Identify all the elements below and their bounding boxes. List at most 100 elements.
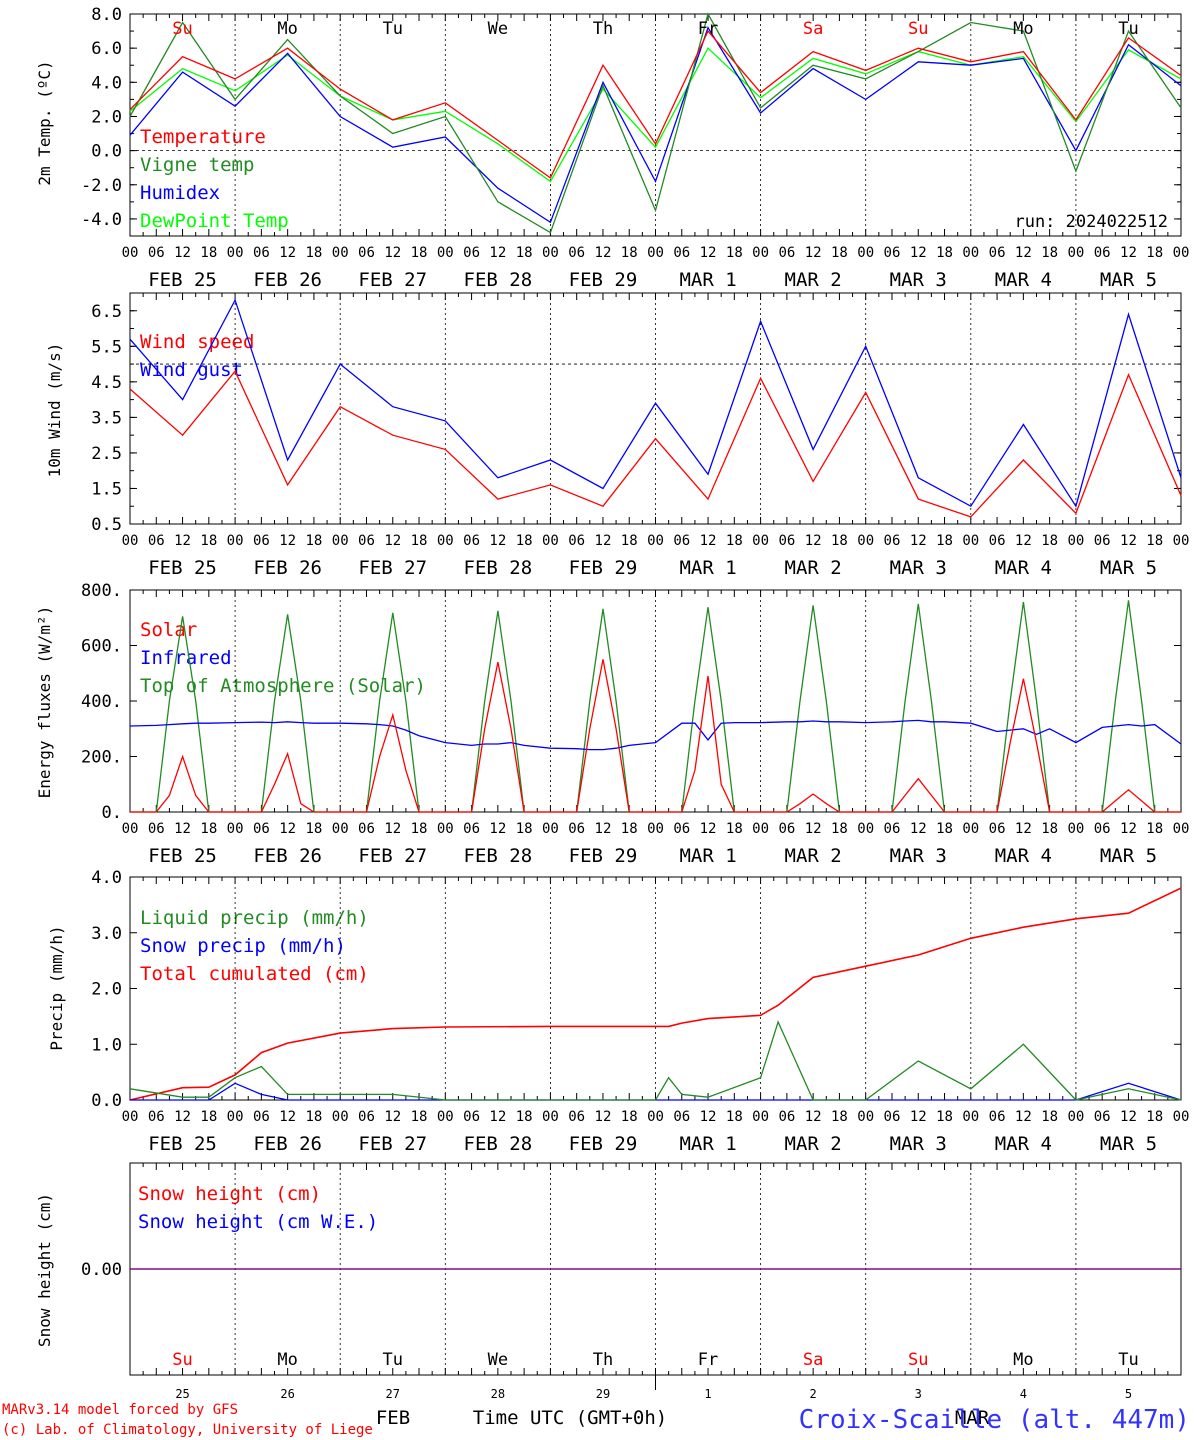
legend-toa-solar: Top of Atmosphere (Solar)	[140, 675, 426, 697]
legend-vigne-temp: Vigne temp	[140, 154, 254, 176]
weekday-label-top: Su	[908, 19, 928, 39]
series-line-dewpoint-temp	[129, 47, 1182, 183]
hour-label: 00	[542, 245, 559, 261]
model-credit: MARv3.14 model forced by GFS	[2, 1402, 238, 1418]
hour-label: 06	[253, 245, 270, 261]
hour-label: 00	[752, 821, 769, 837]
hour-label: 18	[305, 821, 322, 837]
legend-temperature: Temperature	[140, 126, 266, 148]
date-label: FEB 25	[148, 1133, 217, 1155]
series-line-temperature	[129, 29, 1182, 179]
weekday-label-top: Tu	[1118, 19, 1138, 39]
hour-label: 18	[831, 1109, 848, 1125]
hour-label: 12	[279, 245, 296, 261]
hour-label: 18	[936, 821, 953, 837]
hour-label: 06	[673, 533, 690, 549]
hour-label: 06	[148, 1109, 165, 1125]
hour-label: 00	[332, 245, 349, 261]
hour-label: 18	[831, 533, 848, 549]
date-label: MAR 5	[1100, 557, 1157, 579]
hour-label: 12	[595, 1109, 612, 1125]
hour-label: 00	[1067, 245, 1084, 261]
hour-label: 18	[1146, 245, 1163, 261]
hour-label: 18	[1146, 533, 1163, 549]
hour-label: 00	[437, 533, 454, 549]
hour-label: 00	[962, 821, 979, 837]
date-label: MAR 4	[995, 1133, 1052, 1155]
hour-label: 00	[122, 245, 139, 261]
hour-label: 18	[516, 533, 533, 549]
hour-label: 06	[253, 533, 270, 549]
hour-label: 06	[1094, 533, 1111, 549]
hour-label: 18	[1041, 245, 1058, 261]
hour-label: 18	[1041, 1109, 1058, 1125]
date-label: FEB 25	[148, 845, 217, 867]
hour-label: 06	[778, 245, 795, 261]
hour-label: 06	[148, 533, 165, 549]
hour-label: 12	[384, 533, 401, 549]
series-line-liquid-precip-mm-h	[129, 1020, 1182, 1101]
date-label: MAR 3	[890, 269, 947, 291]
y-tick-label: 2.0	[91, 980, 122, 1000]
date-label: MAR 4	[995, 557, 1052, 579]
run-annotation: run: 2024022512	[1014, 212, 1168, 232]
hour-label: 00	[1173, 245, 1190, 261]
panel-temperature: 2m Temp. (ºC) Temperature Vigne temp Hum…	[35, 60, 1168, 232]
ylabel-temperature: 2m Temp. (ºC)	[35, 60, 54, 185]
hour-label: 06	[884, 821, 901, 837]
y-tick-label: 3.0	[91, 924, 122, 944]
hour-label: 00	[857, 1109, 874, 1125]
y-tick-label: -2.0	[81, 176, 122, 196]
panel-energy: Energy fluxes (W/m²) Solar Infrared Top …	[35, 606, 426, 799]
hour-label: 00	[857, 245, 874, 261]
hour-label: 00	[122, 821, 139, 837]
y-tick-label: 6.5	[91, 302, 122, 322]
weekday-label-top: Mo	[277, 19, 297, 39]
hour-label: 12	[279, 821, 296, 837]
hour-label: 18	[411, 1109, 428, 1125]
date-label: MAR 5	[1100, 269, 1157, 291]
hour-label: 12	[174, 533, 191, 549]
hour-label: 00	[437, 821, 454, 837]
hour-label: 00	[962, 1109, 979, 1125]
y-tick-label: 400.	[81, 692, 122, 712]
date-label: MAR 4	[995, 269, 1052, 291]
hour-label: 00	[227, 245, 244, 261]
hour-label: 00	[332, 821, 349, 837]
hour-label: 12	[910, 533, 927, 549]
hour-label: 06	[1094, 245, 1111, 261]
hour-label: 00	[647, 821, 664, 837]
hour-label: 12	[595, 533, 612, 549]
hour-label: 18	[200, 245, 217, 261]
hour-label: 00	[1173, 533, 1190, 549]
hour-label: 12	[279, 533, 296, 549]
hour-label: 18	[1146, 821, 1163, 837]
hour-label: 18	[305, 245, 322, 261]
time-axis-label: Time UTC (GMT+0h)	[473, 1407, 667, 1429]
date-label: FEB 29	[569, 557, 638, 579]
day-number-label: 3	[915, 1387, 922, 1401]
hour-label: 18	[726, 1109, 743, 1125]
hour-label: 12	[910, 245, 927, 261]
legend-liquid-precip: Liquid precip (mm/h)	[140, 907, 369, 929]
legend-snow-height-we: Snow height (cm W.E.)	[138, 1211, 378, 1233]
hour-label: 12	[1015, 1109, 1032, 1125]
hour-label: 00	[752, 245, 769, 261]
weekday-label-bottom: Tu	[383, 1350, 403, 1370]
hour-label: 06	[1094, 1109, 1111, 1125]
hour-label: 00	[962, 533, 979, 549]
hour-label: 06	[568, 821, 585, 837]
hour-label: 06	[358, 821, 375, 837]
hour-label: 12	[595, 821, 612, 837]
hour-label: 12	[700, 533, 717, 549]
series-line-solar	[130, 659, 1181, 813]
day-number-label: 1	[704, 1387, 711, 1401]
day-number-label: 4	[1020, 1387, 1027, 1401]
panel-precip: Precip (mm/h) Liquid precip (mm/h) Snow …	[47, 907, 369, 1051]
legend-wind-gust: Wind gust	[140, 359, 243, 381]
hour-label: 06	[778, 1109, 795, 1125]
hour-label: 06	[989, 821, 1006, 837]
date-label: FEB 28	[464, 1133, 533, 1155]
hour-label: 06	[463, 821, 480, 837]
date-label: MAR 2	[785, 557, 842, 579]
